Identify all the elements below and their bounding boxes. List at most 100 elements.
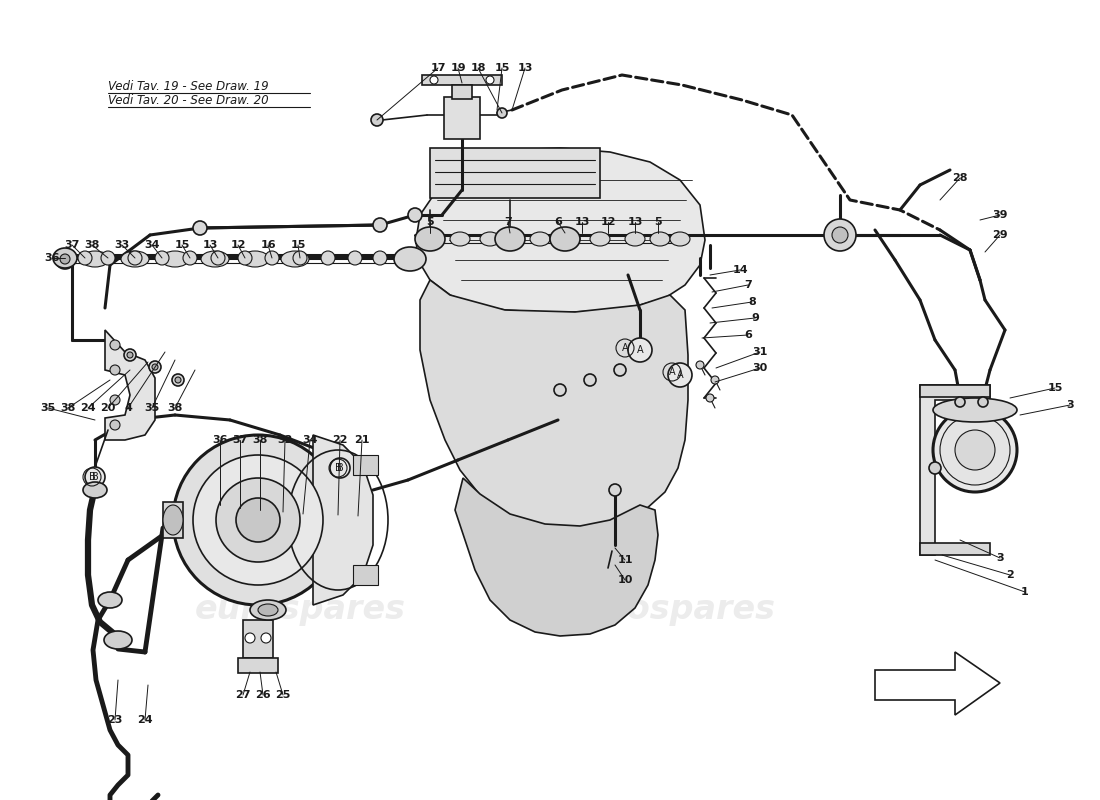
Ellipse shape: [82, 482, 107, 498]
Text: 13: 13: [202, 240, 218, 250]
Circle shape: [128, 251, 142, 265]
Circle shape: [265, 251, 279, 265]
Text: B: B: [334, 463, 341, 473]
Text: eurospares: eurospares: [564, 594, 776, 626]
Text: A: A: [637, 345, 644, 355]
Circle shape: [293, 251, 307, 265]
Circle shape: [711, 376, 719, 384]
Text: 15: 15: [494, 63, 509, 73]
Circle shape: [408, 208, 422, 222]
Text: 15: 15: [174, 240, 189, 250]
Text: 13: 13: [627, 217, 642, 227]
Circle shape: [238, 251, 252, 265]
Text: 38: 38: [85, 240, 100, 250]
Ellipse shape: [241, 251, 270, 267]
Text: 11: 11: [617, 555, 632, 565]
Ellipse shape: [216, 478, 300, 562]
Text: 21: 21: [354, 435, 370, 445]
Circle shape: [126, 352, 133, 358]
Text: 9: 9: [751, 313, 759, 323]
Text: 38: 38: [60, 403, 76, 413]
Circle shape: [155, 251, 169, 265]
Text: 17: 17: [430, 63, 446, 73]
Text: 29: 29: [992, 230, 1008, 240]
Text: 10: 10: [617, 575, 632, 585]
Text: A: A: [676, 370, 683, 380]
Ellipse shape: [163, 505, 183, 535]
Text: 4: 4: [124, 403, 132, 413]
Bar: [920, 385, 990, 397]
Circle shape: [486, 76, 494, 84]
Text: 3: 3: [997, 553, 1004, 563]
Text: 20: 20: [100, 403, 116, 413]
Ellipse shape: [236, 498, 280, 542]
Circle shape: [55, 249, 75, 269]
Text: 14: 14: [733, 265, 748, 275]
Text: 12: 12: [230, 240, 245, 250]
Ellipse shape: [81, 251, 109, 267]
Circle shape: [497, 108, 507, 118]
Circle shape: [101, 251, 116, 265]
Bar: [920, 543, 990, 555]
Circle shape: [930, 462, 940, 474]
Text: 15: 15: [1047, 383, 1063, 393]
Text: B: B: [91, 472, 98, 482]
Text: 15: 15: [290, 240, 306, 250]
Text: 3: 3: [1066, 400, 1074, 410]
Circle shape: [172, 374, 184, 386]
Text: 32: 32: [277, 435, 293, 445]
Circle shape: [85, 467, 104, 487]
Ellipse shape: [650, 232, 670, 246]
Circle shape: [124, 349, 136, 361]
Circle shape: [183, 251, 197, 265]
Bar: [422, 75, 502, 85]
Polygon shape: [455, 478, 658, 636]
Ellipse shape: [940, 415, 1010, 485]
Ellipse shape: [250, 600, 286, 620]
Text: 8: 8: [748, 297, 756, 307]
Polygon shape: [314, 435, 373, 605]
Polygon shape: [416, 148, 705, 312]
Ellipse shape: [550, 227, 580, 251]
Bar: [238, 658, 278, 673]
Ellipse shape: [192, 455, 323, 585]
Circle shape: [110, 395, 120, 405]
Text: 18: 18: [471, 63, 486, 73]
Polygon shape: [920, 385, 990, 555]
Circle shape: [373, 218, 387, 232]
Text: 31: 31: [752, 347, 768, 357]
Ellipse shape: [394, 247, 426, 271]
Circle shape: [554, 384, 566, 396]
Text: A: A: [621, 343, 628, 353]
Ellipse shape: [121, 251, 148, 267]
Ellipse shape: [420, 232, 440, 246]
Ellipse shape: [53, 248, 77, 268]
Ellipse shape: [480, 232, 501, 246]
Circle shape: [584, 374, 596, 386]
Ellipse shape: [415, 227, 446, 251]
Circle shape: [832, 227, 848, 243]
Polygon shape: [420, 280, 688, 527]
Circle shape: [261, 633, 271, 643]
Circle shape: [152, 364, 158, 370]
Text: 22: 22: [332, 435, 348, 445]
Ellipse shape: [280, 251, 309, 267]
Text: A: A: [669, 367, 675, 377]
Text: 2: 2: [1006, 570, 1014, 580]
Ellipse shape: [670, 232, 690, 246]
Text: 38: 38: [167, 403, 183, 413]
Circle shape: [348, 251, 362, 265]
Circle shape: [696, 361, 704, 369]
Bar: [444, 97, 480, 139]
Circle shape: [955, 397, 965, 407]
Circle shape: [614, 364, 626, 376]
Text: 19: 19: [450, 63, 465, 73]
Text: 13: 13: [574, 217, 590, 227]
Bar: [430, 148, 600, 198]
Circle shape: [321, 251, 336, 265]
Text: 26: 26: [255, 690, 271, 700]
Ellipse shape: [530, 232, 550, 246]
Circle shape: [371, 114, 383, 126]
Ellipse shape: [495, 227, 525, 251]
Text: 6: 6: [554, 217, 562, 227]
